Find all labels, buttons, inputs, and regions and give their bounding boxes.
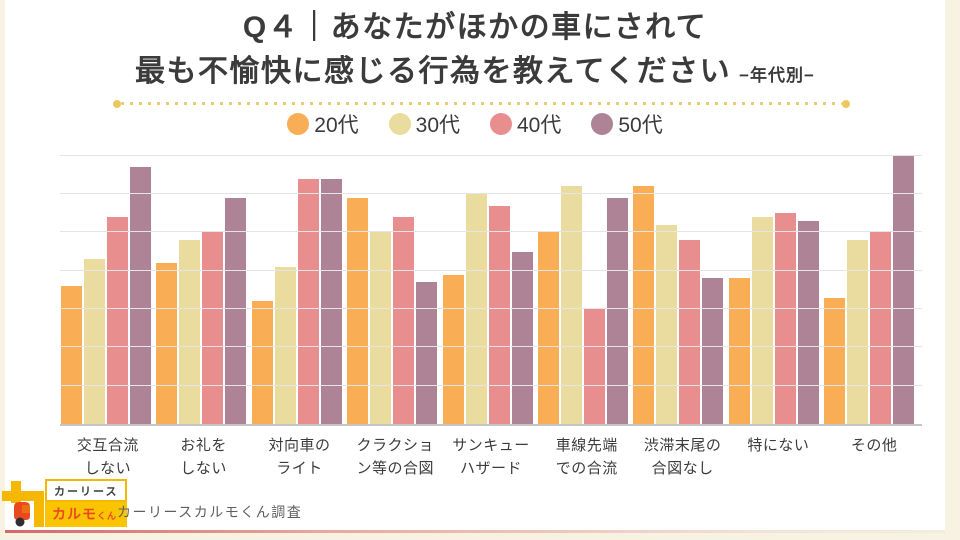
- bar-20代: [537, 232, 559, 424]
- page-title-line2-text: 最も不愉快に感じる行為を教えてください: [135, 54, 732, 88]
- title-age-group-tag: −年代別−: [739, 65, 815, 85]
- bar-30代: [751, 217, 773, 424]
- footer: カーリース カルモくん カーリースカルモくん調査: [2, 479, 945, 533]
- logo-badge-kun-suffix: くん: [97, 511, 118, 521]
- bar-group: [156, 154, 247, 424]
- x-axis-label: 車線先端 での合流: [555, 437, 618, 477]
- bar-50代: [225, 197, 247, 424]
- slide-canvas: Q４｜あなたがほかの車にされて 最も不愉快に感じる行為を教えてください −年代別−…: [2, 0, 945, 533]
- bar-30代: [560, 186, 582, 424]
- legend-swatch-icon: [388, 113, 411, 135]
- x-axis-label: その他: [850, 437, 898, 454]
- divider-end-dot-left: [113, 100, 121, 108]
- legend-item: 40代: [490, 109, 561, 139]
- bar-30代: [847, 240, 868, 424]
- survey-caption: カーリースカルモくん調査: [117, 504, 303, 520]
- x-axis-label: クラクショ ン等の合図: [356, 437, 434, 477]
- bar-group: [537, 154, 628, 424]
- bar-30代: [370, 232, 392, 424]
- gridline: [60, 269, 922, 271]
- bar-group: [347, 154, 438, 424]
- bar-30代: [656, 224, 678, 424]
- bar-group: [442, 154, 533, 424]
- x-axis-label: 交互合流 しない: [76, 437, 139, 477]
- legend-swatch-icon: [591, 113, 614, 135]
- bar-40代: [870, 232, 891, 424]
- gridline: [60, 231, 922, 233]
- bar-50代: [606, 197, 628, 424]
- bar-40代: [583, 309, 605, 424]
- bar-group: [824, 154, 914, 424]
- bar-40代: [202, 232, 224, 424]
- bar-50代: [416, 282, 438, 424]
- x-axis-label: お礼を しない: [180, 437, 227, 477]
- bar-40代: [774, 213, 796, 424]
- dotted-divider: [113, 100, 850, 108]
- x-axis-label: サンキュー ハザード: [452, 437, 530, 477]
- bar-50代: [320, 178, 342, 424]
- gridline: [60, 193, 922, 195]
- legend-item: 20代: [287, 109, 359, 139]
- bar-20代: [61, 286, 82, 424]
- page-title-line2: 最も不愉快に感じる行為を教えてください −年代別−: [5, 50, 945, 94]
- chart-plot-area: [60, 154, 922, 426]
- bar-50代: [797, 220, 819, 424]
- legend-label: 40代: [517, 114, 562, 137]
- page-title-line1: Q４｜あなたがほかの車にされて: [242, 11, 708, 44]
- gridline: [60, 384, 922, 386]
- bar-40代: [107, 217, 128, 424]
- legend-swatch-icon: [490, 113, 512, 135]
- bar-group: [61, 154, 151, 424]
- gridline: [60, 308, 922, 310]
- bar-group: [633, 154, 724, 424]
- legend-item: 50代: [591, 109, 663, 139]
- bar-20代: [633, 186, 655, 424]
- title-block: Q４｜あなたがほかの車にされて 最も不愉快に感じる行為を教えてください −年代別−: [5, 0, 945, 93]
- logo-badge-karumo: カルモくん: [45, 502, 128, 527]
- bar-20代: [251, 301, 273, 424]
- bar-50代: [893, 155, 914, 424]
- bar-40代: [679, 240, 701, 424]
- logo-badge-carlease: カーリース: [45, 479, 128, 502]
- gridline: [60, 154, 922, 156]
- bar-group: [251, 154, 342, 424]
- bar-30代: [84, 259, 105, 424]
- bar-chart: 交互合流 しない お礼を しない 対向車の ライト クラクショ ン等の合図 サンキュー ハザード車…: [60, 154, 922, 480]
- divider-end-dot-right: [842, 100, 850, 108]
- bar-40代: [488, 205, 510, 424]
- chart-legend: 20代 30代 40代 50代: [5, 109, 945, 139]
- bar-20代: [347, 197, 369, 424]
- gridline: [60, 346, 922, 348]
- x-axis-label: 対向車の ライト: [268, 437, 331, 477]
- chart-bar-groups: [60, 154, 922, 424]
- bar-20代: [824, 297, 845, 424]
- bar-50代: [702, 278, 724, 424]
- karumo-logo-icon: [2, 481, 44, 527]
- legend-item: 30代: [388, 109, 460, 139]
- logo-badges: カーリース カルモくん: [45, 479, 128, 527]
- legend-label: 30代: [415, 114, 460, 137]
- logo-badge-karumo-text: カルモ: [52, 506, 97, 522]
- bar-50代: [511, 251, 533, 424]
- bar-40代: [297, 178, 319, 424]
- bar-30代: [179, 240, 201, 424]
- bar-40代: [393, 217, 415, 424]
- legend-label: 20代: [314, 114, 359, 137]
- bar-group: [728, 154, 819, 424]
- divider-dots-line: [121, 102, 842, 105]
- bottom-accent-line: [5, 530, 945, 533]
- chart-x-axis-labels: 交互合流 しない お礼を しない 対向車の ライト クラクショ ン等の合図 サンキュー ハザード車…: [60, 426, 922, 480]
- legend-swatch-icon: [287, 113, 310, 135]
- bar-20代: [728, 278, 750, 424]
- bar-30代: [465, 194, 487, 424]
- x-axis-label: 特にない: [747, 437, 810, 454]
- bar-20代: [156, 263, 178, 424]
- x-axis-label: 渋滞末尾の 合図なし: [643, 437, 722, 477]
- bar-20代: [442, 274, 464, 424]
- legend-label: 50代: [618, 114, 663, 137]
